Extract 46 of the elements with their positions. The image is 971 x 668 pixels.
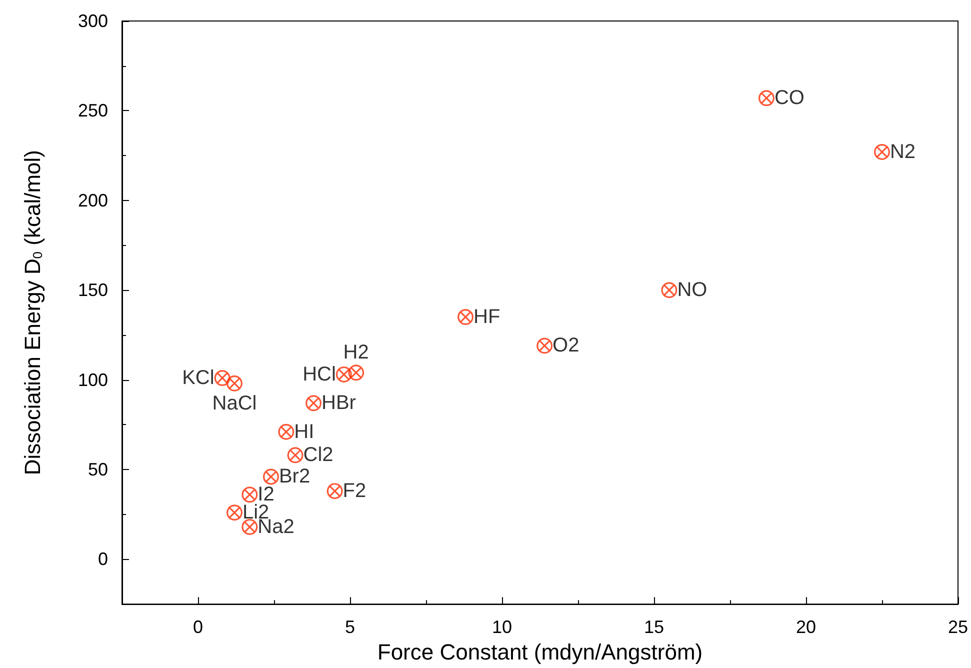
y-tick-label: 0 — [98, 549, 108, 570]
x-tick-label: 5 — [344, 617, 356, 638]
annotation: F2 — [342, 480, 366, 502]
point — [661, 282, 678, 298]
point — [326, 483, 343, 500]
annotation: HCl — [302, 363, 336, 386]
y-tick-label: 250 — [78, 100, 108, 121]
annotation: HI — [294, 420, 314, 443]
x-tick-label: 25 — [948, 617, 968, 638]
point — [458, 309, 474, 326]
point — [758, 90, 774, 106]
annotation: Br2 — [278, 466, 310, 488]
x-tick-label: 15 — [644, 617, 664, 638]
x-tick-label: 10 — [492, 617, 512, 638]
x-tick-label: 20 — [796, 617, 816, 638]
point — [262, 468, 279, 485]
point — [278, 424, 294, 440]
x-tick-label: 0 — [192, 617, 204, 638]
point — [242, 486, 258, 503]
annotation: H2 — [343, 342, 369, 364]
point — [287, 447, 304, 464]
y-tick-label: 300 — [78, 11, 108, 31]
y-tick-label: 200 — [78, 190, 108, 210]
y-axis-title: Dissociation Energy D0 (kcal/mol) — [20, 150, 45, 476]
annotation: N2 — [890, 140, 916, 163]
annotation: Cl2 — [303, 444, 334, 466]
point — [874, 144, 890, 160]
annotation: I2 — [258, 484, 274, 506]
annotation: CO — [774, 87, 804, 110]
annotation: KCl — [182, 367, 214, 390]
point — [226, 375, 242, 392]
annotation: HBr — [322, 392, 356, 414]
annotation: NO — [677, 279, 708, 302]
y-tick-label: 50 — [88, 460, 108, 480]
x-axis-title: Force Constant (mdyn/Angström) — [377, 640, 703, 664]
point — [536, 338, 553, 354]
annotation: O2 — [552, 334, 580, 357]
annotation: NaCl — [212, 392, 257, 414]
y-tick-label: 150 — [78, 280, 108, 300]
point — [348, 364, 364, 381]
point — [226, 504, 242, 521]
y-tick-label: 100 — [78, 370, 108, 390]
point — [306, 395, 322, 412]
annotation: HF — [474, 306, 500, 328]
point — [242, 518, 258, 535]
point — [336, 366, 352, 382]
